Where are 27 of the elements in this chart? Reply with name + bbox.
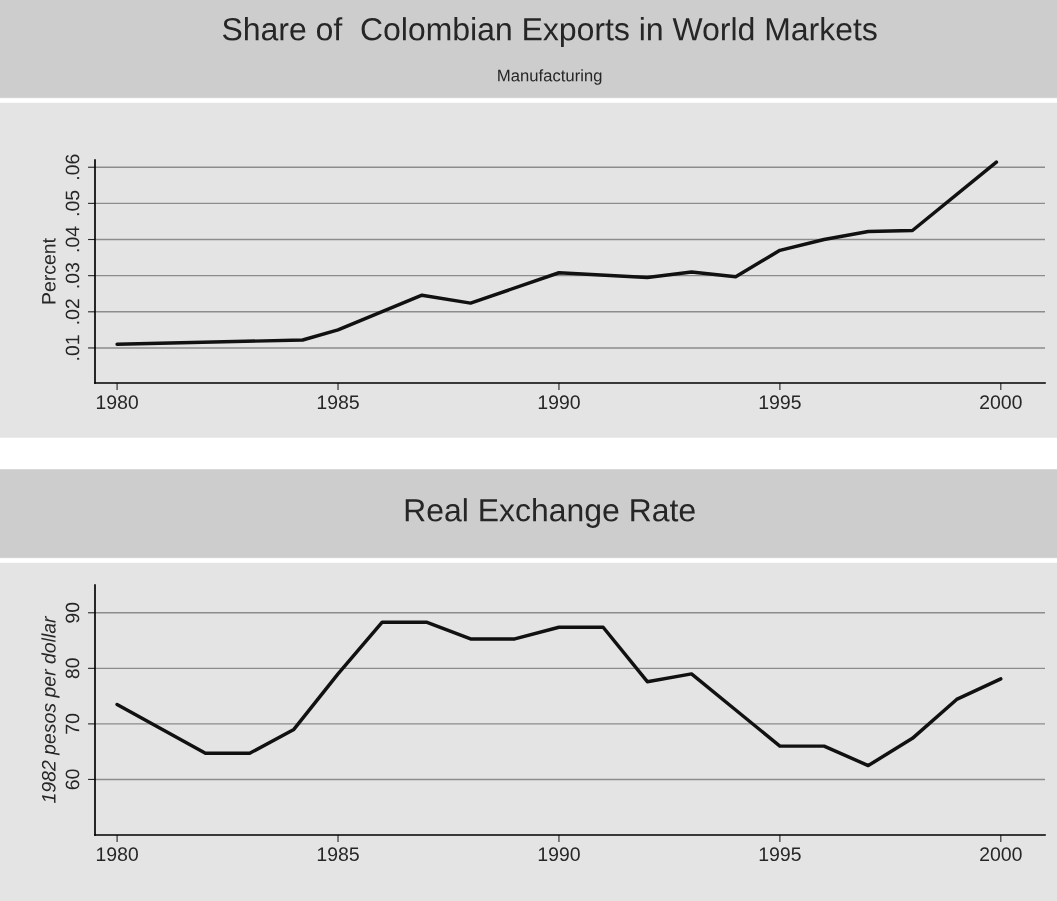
y-tick-label: .01 (65, 335, 80, 360)
x-tick-label: 1980 (96, 395, 138, 410)
y-tick-label: .03 (65, 262, 80, 288)
y-tick-label: .02 (65, 299, 80, 324)
chart-title: Share of Colombian Exports in World Markets (222, 17, 877, 47)
y-axis-title: 1982 pesos per dollar (41, 615, 60, 803)
line-series (115, 620, 1003, 768)
y-tick-label: .06 (65, 154, 80, 179)
y-tick-label: .04 (65, 226, 80, 252)
y-tick-label: 80 (65, 658, 80, 679)
y-axis-title: Percent (42, 238, 56, 304)
x-tick-label: 1985 (317, 847, 359, 862)
x-tick-label: 1995 (759, 847, 801, 862)
x-tick-label: 2000 (980, 847, 1022, 862)
chart-title: Real Exchange Rate (405, 498, 695, 528)
y-tick-label: 90 (65, 602, 80, 623)
x-tick-label: 1980 (96, 847, 138, 862)
x-tick-label: 1995 (759, 395, 801, 410)
chart-subtitle: Manufacturing (498, 69, 602, 85)
x-tick-label: 2000 (980, 395, 1022, 410)
y-tick-label: .05 (65, 190, 80, 216)
x-tick-label: 1990 (538, 847, 580, 862)
y-tick-label: 60 (65, 769, 80, 790)
line-series (115, 160, 999, 347)
x-tick-label: 1985 (317, 395, 359, 410)
y-tick-label: 70 (65, 713, 80, 734)
x-tick-label: 1990 (538, 395, 580, 410)
